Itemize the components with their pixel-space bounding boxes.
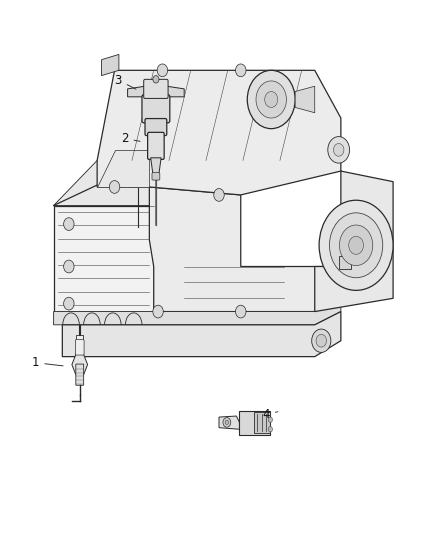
Polygon shape <box>62 312 341 357</box>
Circle shape <box>157 64 168 77</box>
Polygon shape <box>151 158 161 174</box>
FancyBboxPatch shape <box>75 340 84 355</box>
Polygon shape <box>315 171 393 312</box>
FancyBboxPatch shape <box>144 79 168 99</box>
Text: 4: 4 <box>262 408 278 421</box>
Circle shape <box>265 92 278 108</box>
Circle shape <box>316 334 326 347</box>
Polygon shape <box>53 298 341 325</box>
Polygon shape <box>219 416 240 429</box>
FancyBboxPatch shape <box>339 256 351 269</box>
Polygon shape <box>102 54 119 76</box>
Circle shape <box>256 81 286 118</box>
Circle shape <box>349 236 364 254</box>
Circle shape <box>64 217 74 230</box>
Text: 1: 1 <box>32 356 63 369</box>
Circle shape <box>333 143 344 156</box>
Circle shape <box>64 260 74 273</box>
FancyBboxPatch shape <box>254 413 270 433</box>
Polygon shape <box>97 150 149 187</box>
Circle shape <box>225 420 229 424</box>
FancyBboxPatch shape <box>76 364 84 385</box>
FancyBboxPatch shape <box>152 173 160 180</box>
Circle shape <box>223 418 231 427</box>
Circle shape <box>339 225 373 265</box>
Circle shape <box>268 426 272 432</box>
Circle shape <box>153 305 163 318</box>
Polygon shape <box>149 187 341 312</box>
Circle shape <box>247 70 295 128</box>
Text: 3: 3 <box>115 74 136 89</box>
Circle shape <box>64 297 74 310</box>
Polygon shape <box>295 86 315 113</box>
FancyBboxPatch shape <box>142 95 170 123</box>
Circle shape <box>214 189 224 201</box>
FancyBboxPatch shape <box>148 132 164 159</box>
FancyBboxPatch shape <box>145 118 167 135</box>
Circle shape <box>110 181 120 193</box>
Circle shape <box>328 136 350 163</box>
Circle shape <box>268 417 272 422</box>
Circle shape <box>236 305 246 318</box>
Circle shape <box>319 200 393 290</box>
Polygon shape <box>53 160 154 206</box>
Circle shape <box>153 76 159 83</box>
Circle shape <box>329 213 383 278</box>
Polygon shape <box>97 70 341 195</box>
Polygon shape <box>167 86 184 97</box>
Circle shape <box>312 329 331 352</box>
Polygon shape <box>53 206 154 312</box>
Polygon shape <box>72 354 88 375</box>
Text: 2: 2 <box>121 132 140 145</box>
Polygon shape <box>127 86 145 97</box>
Circle shape <box>236 64 246 77</box>
Polygon shape <box>76 335 83 354</box>
FancyBboxPatch shape <box>240 411 270 434</box>
